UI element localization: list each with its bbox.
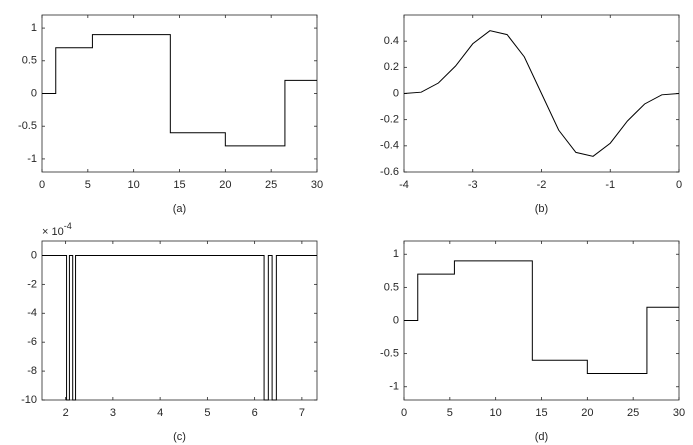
x-tick-label: 0 [39,179,45,191]
y-tick-label: -0.2 [380,114,399,126]
x-tick-label: 4 [157,407,163,419]
x-tick-label: 7 [299,407,305,419]
y-tick-label: -0.4 [380,140,399,152]
line-trace [403,30,680,157]
x-tick-label: 0 [401,407,407,419]
y-tick-label: 0.2 [384,61,399,73]
x-tick-label: 2 [63,407,69,419]
subplot: 0 5 10 15 20 25 30 -1 -0.5 0 0.5 1 (a) [18,14,323,215]
x-tick-label: 10 [128,179,140,191]
y-tick-label: -1 [389,381,399,393]
y-tick-label: -0.5 [380,348,399,360]
x-tick-label: -4 [399,179,409,191]
x-tick-label: 15 [173,179,185,191]
x-tick-label: 6 [252,407,258,419]
x-axis-label: (a) [173,203,186,215]
y-tick-label: -8 [27,365,37,377]
subplot: -4 -3 -2 -1 0 -0.6 -0.4 -0.2 0 0.2 0.4 (b) [380,14,682,215]
x-tick-label: 20 [581,407,593,419]
x-tick-label: -3 [468,179,478,191]
line-trace [404,260,679,374]
y-tick-label: -6 [27,336,37,348]
y-tick-label: 1 [393,248,399,260]
x-tick-label: 10 [490,407,502,419]
y-tick-label: -10 [21,394,37,406]
axes-frame [41,14,318,173]
x-tick-label: 15 [535,407,547,419]
y-tick-label: -1 [27,153,37,165]
y-multiplier-base: × 10 [42,226,64,238]
x-tick-label: 0 [676,179,682,191]
y-tick-label: 0 [393,87,399,99]
y-multiplier-exponent: -4 [64,221,72,231]
y-tick-label: 1 [31,22,37,34]
y-tick-label: -0.6 [380,166,399,178]
line-trace [42,34,317,147]
x-tick-label: 30 [311,179,323,191]
y-tick-label: 0.5 [384,281,399,293]
x-tick-label: 25 [627,407,639,419]
x-tick-label: -2 [537,179,547,191]
x-tick-label: 5 [85,179,91,191]
subplot: 2 3 4 5 6 7-10-8-6-4-20(c)× 10-4 [21,221,318,443]
x-axis-label: (d) [535,431,548,443]
axes-frame [41,240,318,401]
axes-frame [403,240,680,401]
y-tick-label: -0.5 [18,120,37,132]
x-tick-label: -1 [605,179,615,191]
y-tick-label: 0.5 [22,55,37,67]
x-tick-label: 3 [110,407,116,419]
y-tick-label: 0.4 [384,35,399,47]
x-axis-label: (b) [535,203,548,215]
y-tick-label: 0 [393,314,399,326]
y-tick-label: -2 [27,278,37,290]
x-tick-label: 30 [673,407,685,419]
subplot: 0 5 10 15 20 25 30 -1 -0.5 0 0.5 1 (d) [380,240,685,443]
y-tick-label: 0 [31,87,37,99]
x-tick-label: 25 [265,179,277,191]
y-multiplier: × 10-4 [42,221,72,238]
x-tick-label: 5 [204,407,210,419]
x-tick-label: 20 [219,179,231,191]
x-tick-label: 5 [447,407,453,419]
line-trace [42,254,317,401]
y-tick-label: 0 [31,249,37,261]
y-tick-label: -4 [27,307,37,319]
x-axis-label: (c) [173,431,186,443]
